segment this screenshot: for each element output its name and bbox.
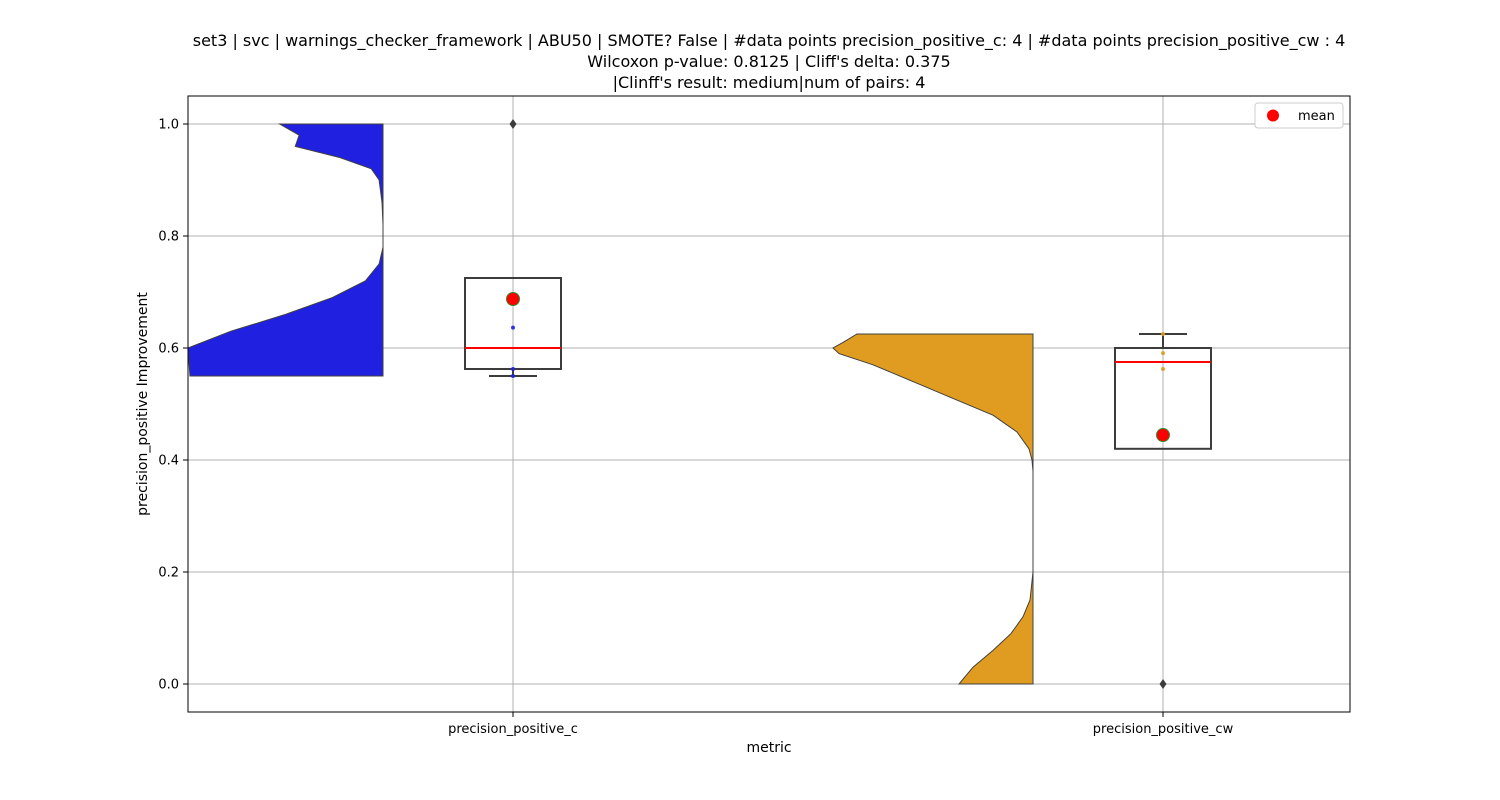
legend-box: [1254, 102, 1344, 129]
chart-title-line-1: set3 | svc | warnings_checker_framework …: [192, 31, 1346, 50]
y-tick-label: 0.4: [158, 454, 179, 469]
outlier-precision_positive_c: [509, 119, 517, 129]
outlier-precision_positive_cw: [1159, 679, 1167, 689]
violin-precision_positive_c: [187, 123, 384, 377]
x-tick-label: precision_positive_cw: [1093, 722, 1234, 737]
data-point-precision_positive_c: [511, 374, 515, 378]
data-point-precision_positive_c: [511, 325, 515, 330]
data-point-precision_positive_cw: [1161, 332, 1165, 336]
plot-frame: [187, 95, 1351, 713]
y-tick-label: 0.2: [158, 566, 179, 581]
grid-lines: [188, 96, 1350, 712]
axes: 0.0 0.2 0.4 0.6 0.8 1.0 precision_positive_c pr…: [158, 95, 1351, 737]
data-point-precision_positive_cw: [1161, 367, 1165, 371]
mean-marker-precision_positive_c: [506, 292, 520, 306]
chart-title: set3 | svc | warnings_checker_framework …: [0, 30, 1500, 93]
violins: [187, 123, 1034, 685]
mean-marker-precision_positive_cw: [1156, 428, 1170, 443]
y-tick-label: 0.8: [158, 230, 179, 245]
y-tick-label: 0.6: [158, 342, 179, 357]
data-point-precision_positive_cw: [1161, 351, 1165, 356]
legend-mean-label: mean: [1298, 109, 1335, 124]
y-tick-label: 1.0: [158, 118, 179, 133]
chart-title-line-2: Wilcoxon p-value: 0.8125 | Cliff's delta…: [587, 52, 951, 71]
violin-precision_positive_cw: [832, 333, 1034, 685]
y-tick-label: 0.0: [158, 678, 179, 693]
boxplots: [464, 119, 1212, 689]
chart-title-line-3: |Clinff's result: medium|num of pairs: 4: [612, 73, 926, 92]
y-axis-label: precision_positive Improvement: [135, 292, 151, 516]
legend: mean: [1254, 102, 1344, 129]
x-tick-label: precision_positive_c: [448, 722, 578, 737]
data-point-precision_positive_c: [511, 367, 515, 371]
legend-mean-marker: [1267, 109, 1279, 122]
x-axis-label: metric: [746, 740, 791, 756]
